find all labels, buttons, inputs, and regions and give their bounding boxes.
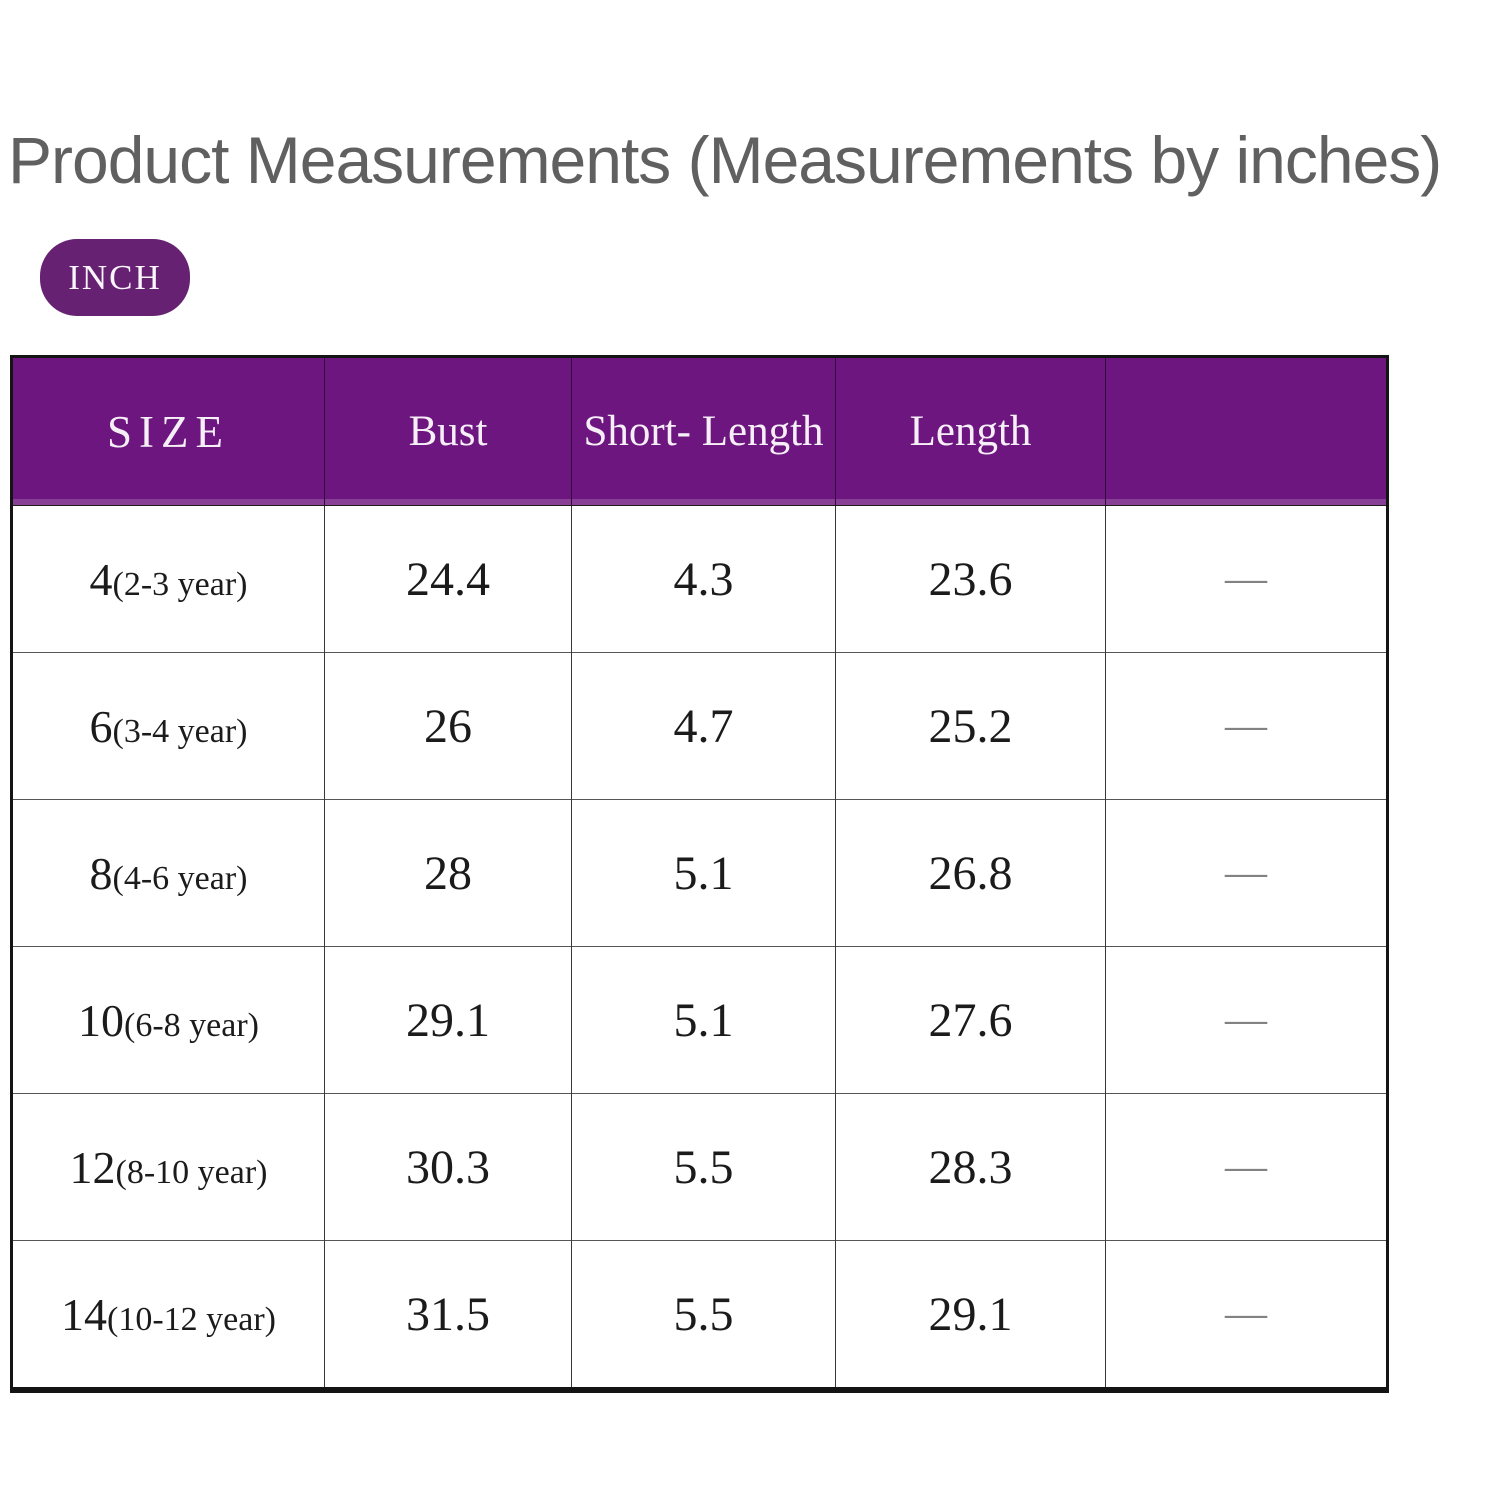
size-cell: 12(8-10 year): [11, 1093, 325, 1241]
length-cell: 28.3: [835, 1093, 1106, 1241]
table-row: 12(8-10 year) 30.3 5.5 28.3 —: [11, 1093, 1388, 1241]
table-row: 8(4-6 year) 28 5.1 26.8 —: [11, 799, 1388, 947]
bust-cell: 26: [324, 652, 572, 800]
bust-cell: 29.1: [324, 946, 572, 1094]
header-bust: Bust: [324, 356, 572, 506]
size-value: 12: [69, 1141, 116, 1193]
size-value: 8: [89, 847, 113, 899]
empty-dash-cell: —: [1105, 652, 1388, 800]
table-row: 6(3-4 year) 26 4.7 25.2 —: [11, 652, 1388, 800]
header-size: SIZE: [11, 356, 325, 506]
table-header-row: SIZE Bust Short- Length Length: [11, 356, 1388, 506]
header-empty: [1105, 356, 1388, 506]
page-title: Product Measurements (Measurements by in…: [8, 123, 1442, 197]
length-cell: 23.6: [835, 505, 1106, 653]
short-length-cell: 4.7: [571, 652, 836, 800]
size-age-range: (4-6 year): [112, 859, 248, 897]
size-cell: 6(3-4 year): [11, 652, 325, 800]
table-row: 14(10-12 year) 31.5 5.5 29.1 —: [11, 1240, 1388, 1390]
empty-dash-cell: —: [1105, 1240, 1388, 1390]
short-length-cell: 5.1: [571, 946, 836, 1094]
empty-dash-cell: —: [1105, 946, 1388, 1094]
short-length-cell: 4.3: [571, 505, 836, 653]
short-length-cell: 5.1: [571, 799, 836, 947]
size-age-range: (3-4 year): [112, 712, 248, 750]
size-age-range: (8-10 year): [115, 1153, 268, 1191]
size-chart-table: SIZE Bust Short- Length Length 4(2-3 yea…: [10, 355, 1389, 1393]
header-length: Length: [835, 356, 1106, 506]
empty-dash-cell: —: [1105, 1093, 1388, 1241]
length-cell: 29.1: [835, 1240, 1106, 1390]
length-cell: 27.6: [835, 946, 1106, 1094]
bust-cell: 31.5: [324, 1240, 572, 1390]
bust-cell: 28: [324, 799, 572, 947]
unit-inch-label: INCH: [68, 257, 162, 297]
empty-dash-cell: —: [1105, 799, 1388, 947]
size-value: 14: [61, 1288, 107, 1340]
table-row: 4(2-3 year) 24.4 4.3 23.6 —: [12, 505, 1388, 653]
size-age-range: (10-12 year): [107, 1300, 276, 1338]
size-cell: 10(6-8 year): [11, 946, 325, 1094]
size-value: 10: [78, 994, 124, 1046]
size-cell: 14(10-12 year): [11, 1240, 325, 1390]
size-value: 4: [89, 553, 113, 605]
table-row: 10(6-8 year) 29.1 5.1 27.6 —: [11, 946, 1388, 1094]
short-length-cell: 5.5: [571, 1093, 836, 1241]
length-cell: 25.2: [835, 652, 1106, 800]
header-short-length: Short- Length: [571, 356, 836, 506]
short-length-cell: 5.5: [571, 1240, 836, 1390]
unit-inch-button[interactable]: INCH: [40, 239, 190, 316]
size-cell: 4(2-3 year): [12, 506, 325, 653]
length-cell: 26.8: [835, 799, 1106, 947]
bust-cell: 24.4: [324, 505, 572, 653]
size-age-range: (6-8 year): [124, 1006, 259, 1044]
bust-cell: 30.3: [324, 1093, 572, 1241]
size-cell: 8(4-6 year): [11, 799, 325, 947]
empty-dash-cell: —: [1105, 505, 1388, 653]
size-age-range: (2-3 year): [112, 565, 248, 603]
size-value: 6: [89, 700, 113, 752]
